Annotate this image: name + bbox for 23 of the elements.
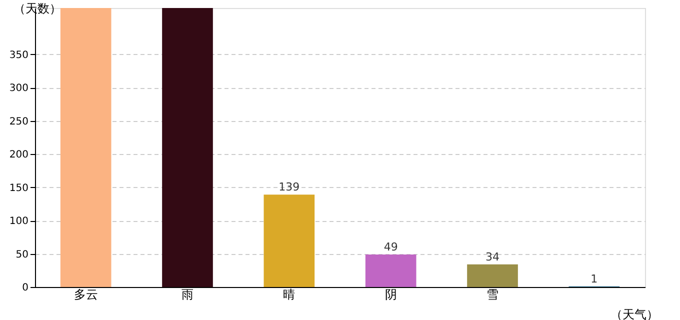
x-tick-label: 雪: [486, 288, 498, 302]
bar: [60, 8, 112, 287]
y-tick-label: 300: [9, 83, 28, 94]
y-tick-label: 350: [9, 50, 28, 61]
y-tick-label: 250: [9, 116, 28, 128]
bar: [162, 8, 213, 287]
data-label: 34: [486, 250, 500, 264]
bar: [467, 264, 518, 287]
y-tick-label: 0: [22, 282, 28, 294]
y-tick-label: 200: [9, 150, 28, 161]
y-tick-label: 150: [9, 182, 28, 194]
x-tick-label: 晴: [283, 288, 296, 302]
x-tick-label: 阴: [384, 288, 397, 302]
y-tick-label: 50: [16, 249, 28, 260]
x-tick-label: 雨: [182, 288, 194, 302]
data-label: 139: [278, 180, 300, 194]
bar: [264, 194, 315, 287]
data-label: 49: [384, 240, 398, 254]
data-label: 1: [590, 272, 598, 286]
bar: [365, 254, 416, 287]
y-tick-label: 100: [9, 216, 28, 228]
x-tick-label: 多云: [74, 288, 98, 302]
y-axis-title: （天数）: [14, 2, 62, 16]
